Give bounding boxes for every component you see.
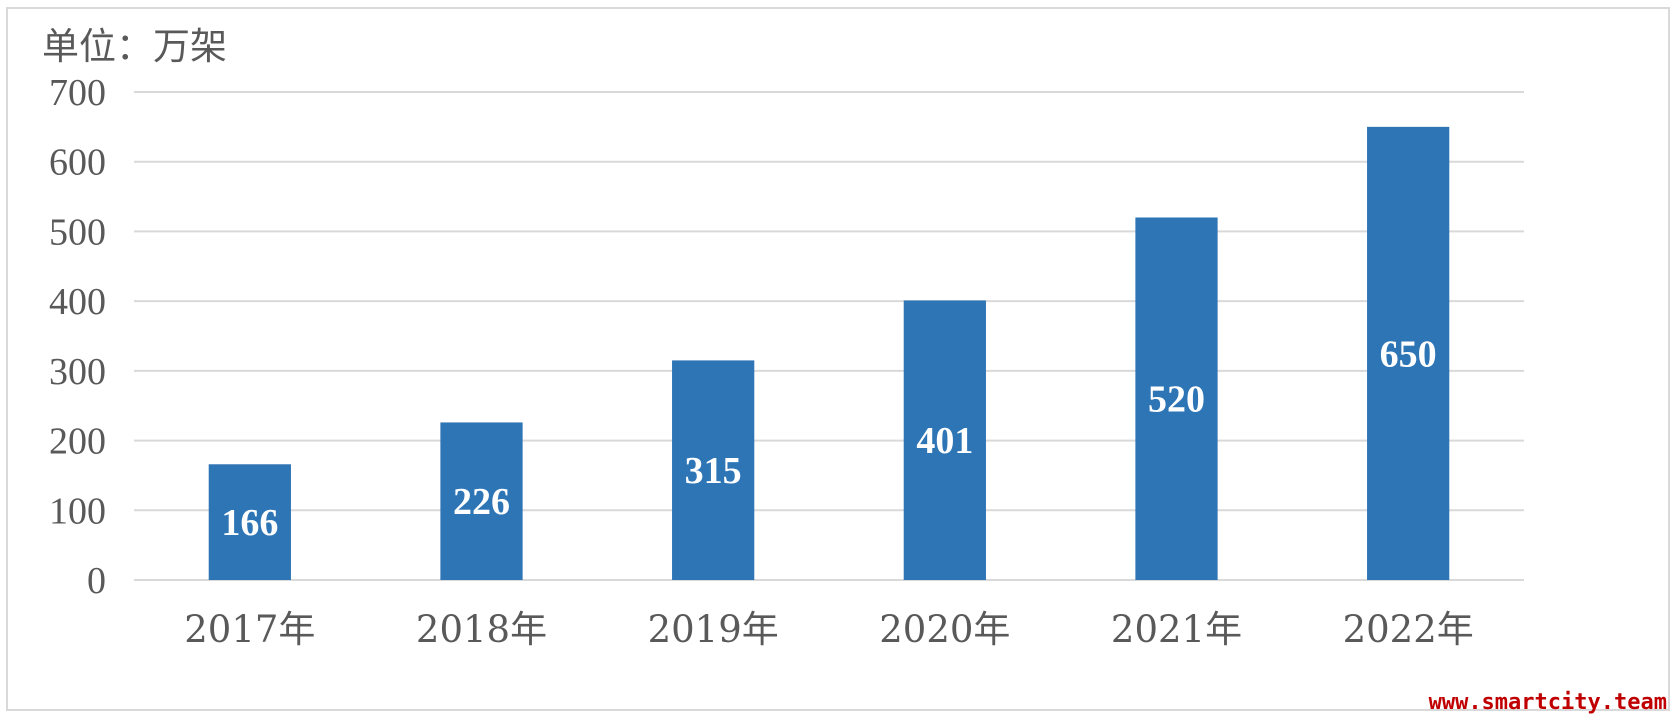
y-axis-ticks: 0 100 200 300 400 500 600 700 [49, 72, 106, 602]
bar [672, 360, 755, 580]
y-tick-label: 500 [49, 211, 106, 253]
x-tick-label: 2020年 [879, 608, 1010, 651]
y-tick-label: 300 [49, 351, 106, 393]
data-label: 520 [1148, 379, 1205, 421]
y-tick-label: 700 [49, 72, 106, 114]
y-tick-label: 400 [49, 281, 106, 323]
x-tick-label: 2019年 [648, 608, 779, 651]
bar [1367, 126, 1450, 580]
data-label: 401 [916, 420, 973, 462]
x-tick-label: 2022年 [1343, 608, 1474, 651]
y-tick-label: 600 [49, 142, 106, 184]
gridlines [134, 91, 1524, 581]
y-tick-label: 0 [87, 560, 106, 602]
data-label: 650 [1380, 333, 1437, 375]
unit-label: 单位：万架 [42, 25, 227, 68]
y-tick-label: 200 [49, 421, 106, 463]
bar [903, 300, 986, 580]
bar [208, 464, 291, 580]
chart-frame [6, 7, 1670, 711]
y-tick-label: 100 [49, 490, 106, 532]
x-axis-ticks: 2017年 2018年 2019年 2020年 2021年 2022年 [184, 608, 1474, 651]
bars [208, 126, 1450, 580]
x-tick-label: 2018年 [416, 608, 547, 651]
data-label: 166 [221, 502, 278, 544]
data-labels: 166 226 315 401 520 650 [221, 333, 1436, 544]
data-label: 226 [453, 481, 510, 523]
bar [440, 422, 523, 580]
x-tick-label: 2021年 [1111, 608, 1242, 651]
bar [1135, 217, 1218, 580]
data-label: 315 [685, 450, 742, 492]
watermark: www.smartcity.team [1428, 690, 1667, 715]
x-tick-label: 2017年 [184, 608, 315, 651]
